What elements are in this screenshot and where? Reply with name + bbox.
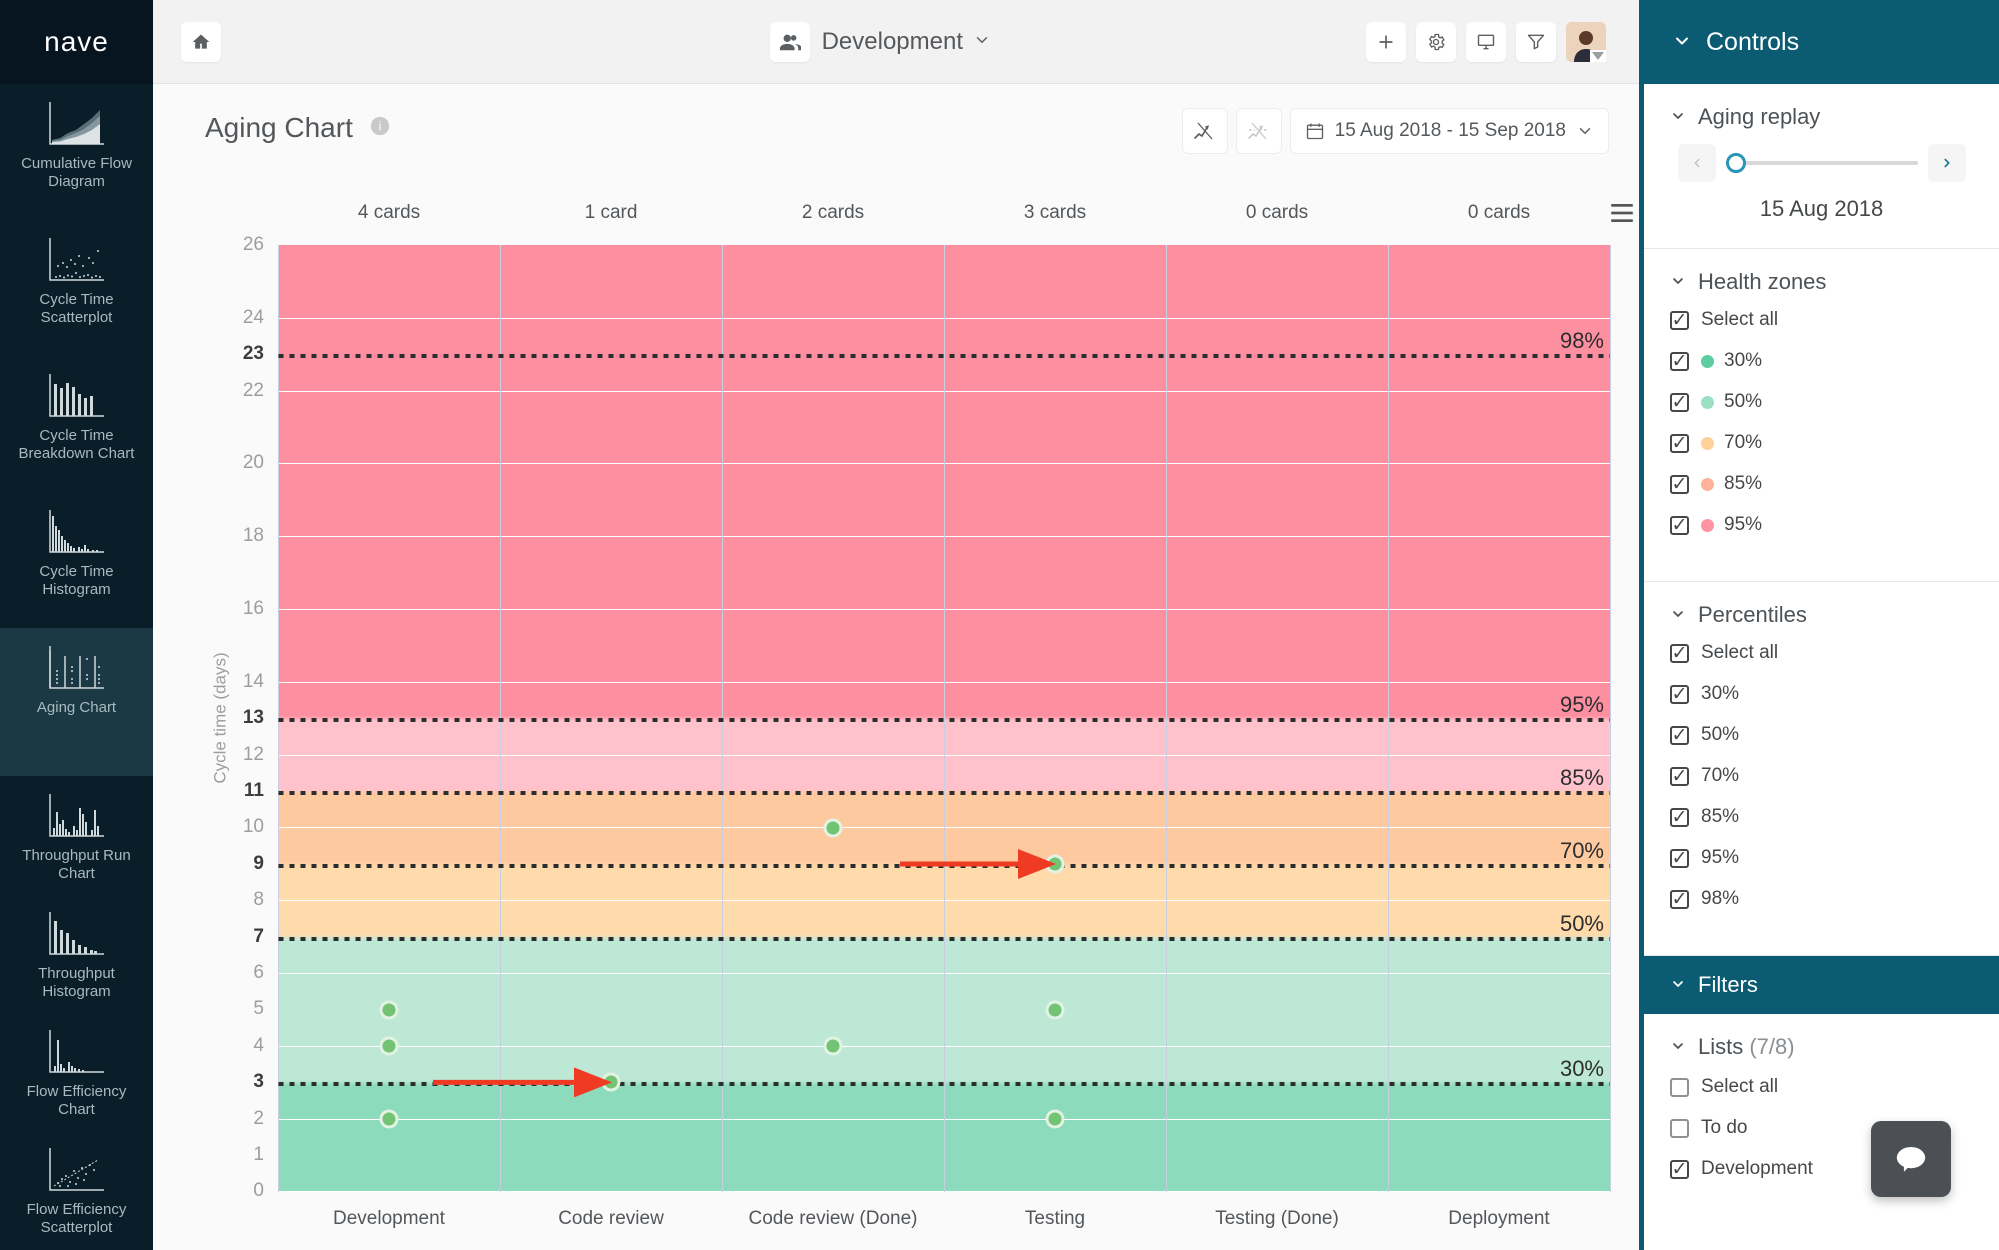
svg-text:i: i — [378, 118, 381, 133]
